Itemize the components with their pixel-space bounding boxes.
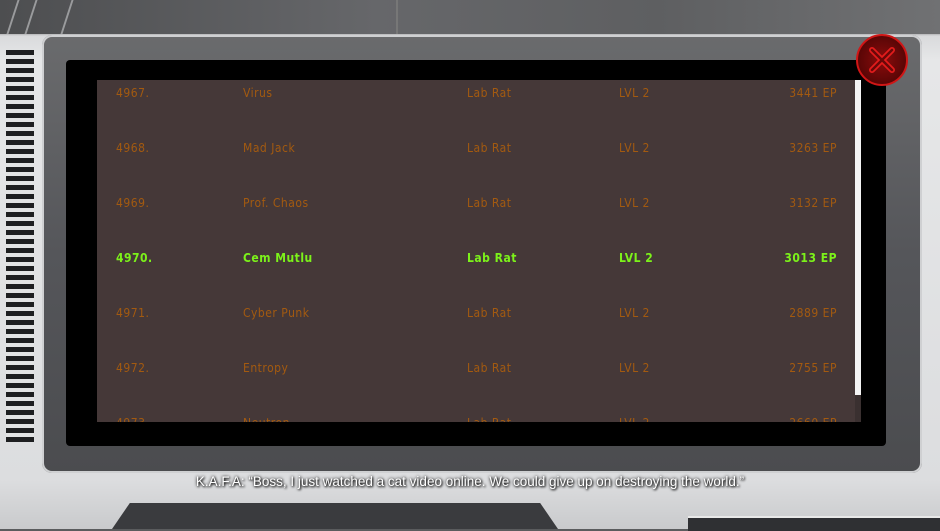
ep-cell: 3263 EP — [789, 141, 837, 155]
rank-cell: 4967. — [116, 86, 150, 100]
desk-console — [112, 503, 558, 529]
title-cell: Lab Rat — [467, 86, 512, 100]
title-cell: Lab Rat — [467, 251, 517, 265]
player-name-cell: Cyber Punk — [243, 306, 310, 320]
title-cell: Lab Rat — [467, 196, 512, 210]
leaderboard-row: 4973. Neutron Lab Rat LVL 2 2660 EP — [97, 414, 837, 422]
desk-console — [688, 516, 940, 531]
ep-cell: 2755 EP — [789, 361, 837, 375]
rank-cell: 4968. — [116, 141, 150, 155]
title-cell: Lab Rat — [467, 361, 512, 375]
rank-cell: 4970. — [116, 251, 153, 265]
wall-seam — [6, 0, 20, 34]
close-button[interactable] — [856, 34, 908, 86]
leaderboard-list[interactable]: 4967. Virus Lab Rat LVL 2 3441 EP 4968. Mad Ja… — [97, 80, 861, 422]
ep-cell: 3441 EP — [789, 86, 837, 100]
leaderboard-row: 4972. Entropy Lab Rat LVL 2 2755 EP — [97, 359, 837, 379]
ep-cell: 3132 EP — [789, 196, 837, 210]
leaderboard-row: 4971. Cyber Punk Lab Rat LVL 2 2889 EP — [97, 304, 837, 324]
level-cell: LVL 2 — [619, 416, 650, 422]
wall-seam — [396, 0, 398, 34]
player-name-cell: Mad Jack — [243, 141, 296, 155]
title-cell: Lab Rat — [467, 141, 512, 155]
leaderboard-row: 4967. Virus Lab Rat LVL 2 3441 EP — [97, 84, 837, 104]
dialogue-subtitle: K.A.F.A: “Boss, I just watched a cat vid… — [195, 474, 745, 489]
scrollbar-thumb[interactable] — [855, 80, 861, 395]
title-cell: Lab Rat — [467, 306, 512, 320]
scrollbar[interactable] — [855, 80, 861, 422]
background-wall — [0, 0, 940, 34]
ep-cell: 2660 EP — [789, 416, 837, 422]
player-name-cell: Cem Mutlu — [243, 251, 313, 265]
rank-cell: 4973. — [116, 416, 149, 422]
leaderboard-row-current-player: 4970. Cem Mutlu Lab Rat LVL 2 3013 EP — [97, 249, 837, 269]
close-x-icon — [869, 47, 895, 73]
ep-cell: 3013 EP — [784, 251, 837, 265]
title-cell: Lab Rat — [467, 416, 512, 422]
leaderboard-row: 4969. Prof. Chaos Lab Rat LVL 2 3132 EP — [97, 194, 837, 214]
wall-seam — [24, 0, 38, 34]
wall-seam — [60, 0, 74, 34]
rank-cell: 4969. — [116, 196, 150, 210]
player-name-cell: Entropy — [243, 361, 289, 375]
level-cell: LVL 2 — [619, 306, 650, 320]
ep-cell: 2889 EP — [789, 306, 837, 320]
level-cell: LVL 2 — [619, 86, 650, 100]
leaderboard-row: 4968. Mad Jack Lab Rat LVL 2 3263 EP — [97, 139, 837, 159]
level-cell: LVL 2 — [619, 361, 650, 375]
wall-vent — [6, 50, 34, 442]
rank-cell: 4971. — [116, 306, 150, 320]
level-cell: LVL 2 — [619, 141, 650, 155]
player-name-cell: Virus — [243, 86, 273, 100]
player-name-cell: Neutron — [243, 416, 290, 422]
level-cell: LVL 2 — [619, 251, 654, 265]
level-cell: LVL 2 — [619, 196, 650, 210]
player-name-cell: Prof. Chaos — [243, 196, 309, 210]
rank-cell: 4972. — [116, 361, 150, 375]
